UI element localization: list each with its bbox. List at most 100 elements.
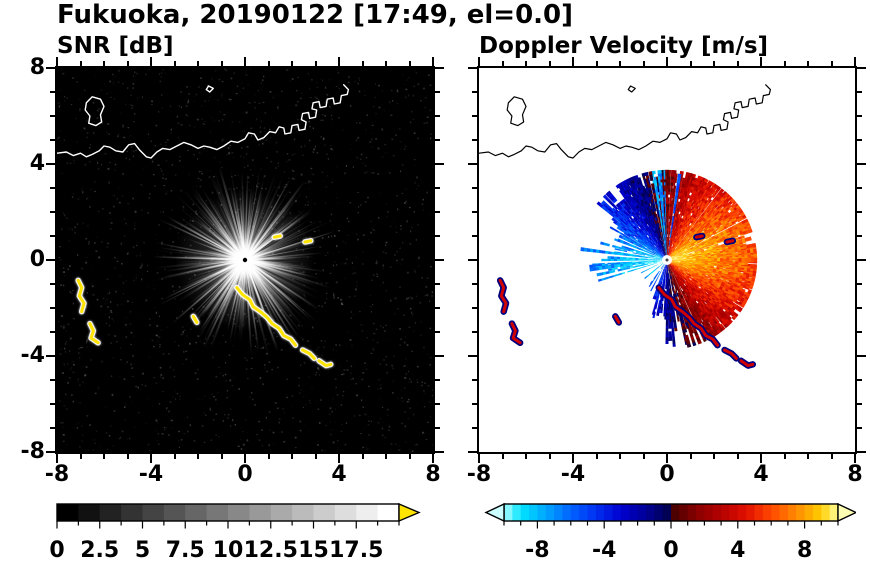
axis-tick — [783, 61, 786, 66]
y-tick-label: 0 — [29, 247, 45, 272]
axis-tick — [472, 91, 477, 93]
axis-tick — [857, 355, 866, 357]
colorbar-tick-label: 12.5 — [243, 538, 298, 563]
axis-tick — [857, 139, 862, 141]
axis-tick — [857, 427, 862, 429]
axis-tick — [713, 61, 715, 66]
axis-tick — [435, 115, 440, 117]
axis-tick — [472, 139, 477, 141]
axis-tick — [220, 61, 223, 66]
axis-tick — [435, 67, 444, 69]
axis-tick — [572, 57, 574, 66]
y-tick-label: 4 — [29, 151, 45, 176]
axis-tick — [468, 163, 477, 165]
axis-tick — [666, 454, 668, 463]
axis-tick — [472, 115, 477, 117]
axis-tick — [197, 454, 199, 459]
axis-tick — [830, 61, 833, 66]
axis-tick — [689, 61, 692, 66]
axis-tick — [79, 61, 82, 66]
axis-tick — [267, 454, 270, 459]
axis-tick — [432, 454, 434, 463]
colorbar-tick-label: 2.5 — [80, 538, 120, 563]
axis-tick — [291, 454, 293, 459]
axis-tick — [854, 57, 856, 66]
y-tick-label: -4 — [20, 343, 45, 368]
axis-tick — [435, 355, 444, 357]
axis-tick — [472, 235, 477, 237]
axis-tick — [857, 307, 862, 309]
axis-tick — [548, 454, 551, 459]
doppler-ppi-panel — [468, 57, 866, 463]
y-tick-label: -8 — [20, 439, 45, 464]
axis-tick — [50, 427, 55, 429]
axis-tick — [244, 57, 246, 66]
colorbar-tick-label: 8 — [796, 538, 813, 563]
snr-ppi-panel — [46, 57, 444, 463]
x-tick-label: -4 — [560, 462, 586, 487]
doppler-colorbar — [480, 503, 856, 529]
axis-tick — [501, 61, 504, 66]
axis-tick — [595, 454, 598, 459]
axis-tick — [173, 454, 176, 459]
axis-tick — [478, 454, 480, 463]
doppler-panel-title: Doppler Velocity [m/s] — [479, 33, 769, 59]
axis-tick — [385, 61, 387, 66]
x-tick-label: -4 — [138, 462, 164, 487]
axis-tick — [50, 379, 55, 381]
axis-tick — [525, 454, 527, 459]
axis-tick — [478, 57, 480, 66]
axis-tick — [103, 61, 105, 66]
axis-tick — [736, 61, 739, 66]
axis-tick — [50, 331, 55, 333]
axis-tick — [857, 331, 862, 333]
axis-tick — [572, 454, 574, 463]
axis-tick — [619, 61, 621, 66]
snr-colorbar — [55, 503, 423, 529]
axis-tick — [468, 259, 477, 261]
axis-tick — [314, 61, 317, 66]
axis-tick — [56, 454, 58, 463]
axis-tick — [435, 259, 444, 261]
colorbar-tick-label: 7.5 — [165, 538, 205, 563]
snr-ppi-canvas — [57, 68, 433, 452]
axis-tick — [642, 454, 645, 459]
axis-tick — [760, 454, 762, 463]
y-tick-label: 8 — [29, 55, 45, 80]
x-tick-label: 0 — [237, 462, 253, 487]
axis-tick — [46, 355, 55, 357]
axis-tick — [435, 163, 444, 165]
axis-tick — [857, 283, 862, 285]
axis-tick — [472, 307, 477, 309]
axis-tick — [50, 307, 55, 309]
figure-title: Fukuoka, 20190122 [17:49, el=0.0] — [57, 0, 574, 30]
x-tick-label: -8 — [466, 462, 492, 487]
x-tick-label: 8 — [425, 462, 441, 487]
axis-tick — [807, 454, 809, 459]
axis-tick — [501, 454, 504, 459]
axis-tick — [468, 67, 477, 69]
axis-tick — [126, 454, 129, 459]
axis-tick — [220, 454, 223, 459]
axis-tick — [56, 57, 58, 66]
colorbar-tick-label: 10 — [212, 538, 244, 563]
axis-tick — [435, 139, 440, 141]
colorbar-tick-label: 0 — [49, 538, 65, 563]
axis-tick — [385, 454, 387, 459]
axis-tick — [435, 427, 440, 429]
axis-tick — [435, 211, 440, 213]
colorbar-tick-label: 15 — [298, 538, 329, 563]
axis-tick — [472, 283, 477, 285]
axis-tick — [807, 61, 809, 66]
axis-tick — [50, 91, 55, 93]
axis-tick — [291, 61, 293, 66]
axis-tick — [244, 454, 246, 463]
axis-tick — [338, 57, 340, 66]
colorbar-tick-label: 4 — [730, 538, 746, 563]
axis-tick — [435, 91, 440, 93]
x-tick-label: 4 — [753, 462, 769, 487]
axis-tick — [468, 355, 477, 357]
axis-tick — [857, 211, 862, 213]
axis-tick — [408, 61, 411, 66]
